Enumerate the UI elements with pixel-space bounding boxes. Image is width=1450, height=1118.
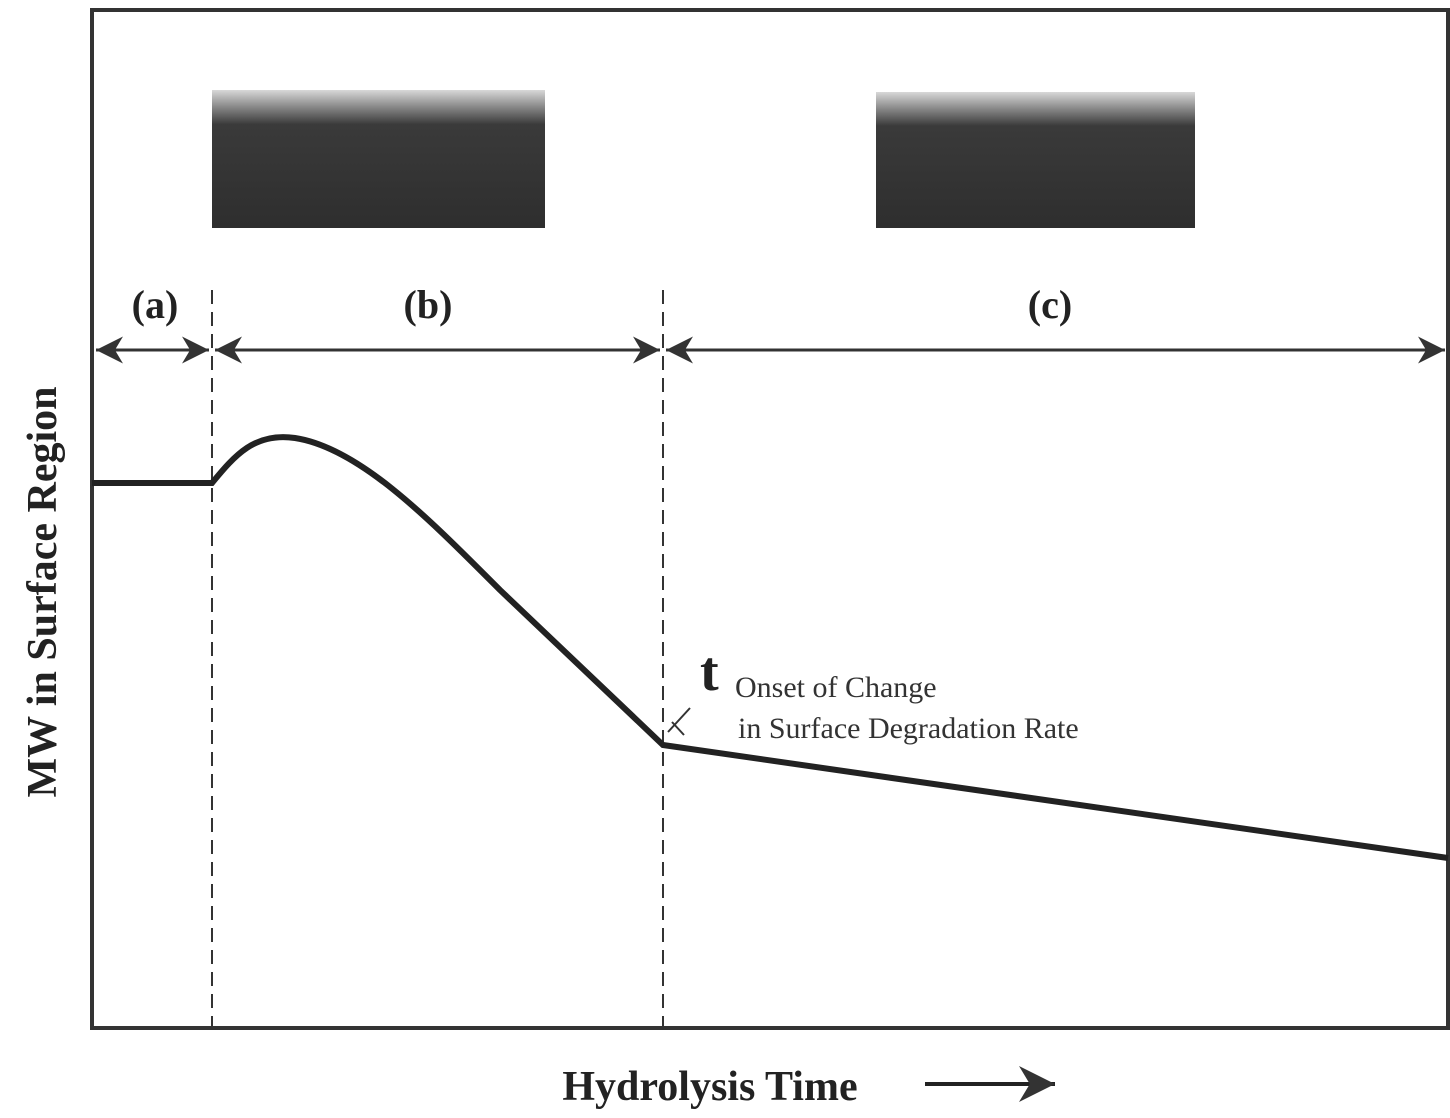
phase-label: (a) xyxy=(132,282,179,327)
specimen-image xyxy=(212,90,545,228)
y-axis-label: MW in Surface Region xyxy=(20,386,66,797)
annotation-text: Onset of Change xyxy=(735,671,937,704)
pointer xyxy=(667,707,691,736)
frame xyxy=(90,8,1450,1030)
annotation-symbol: t xyxy=(700,641,719,703)
x-axis-label: Hydrolysis Time xyxy=(562,1064,857,1110)
specimen-image xyxy=(876,92,1195,228)
phase-label: (c) xyxy=(1028,282,1072,327)
annotation-text: in Surface Degradation Rate xyxy=(738,712,1079,745)
mw-curve xyxy=(92,434,1449,861)
phase-label: (b) xyxy=(404,282,453,327)
